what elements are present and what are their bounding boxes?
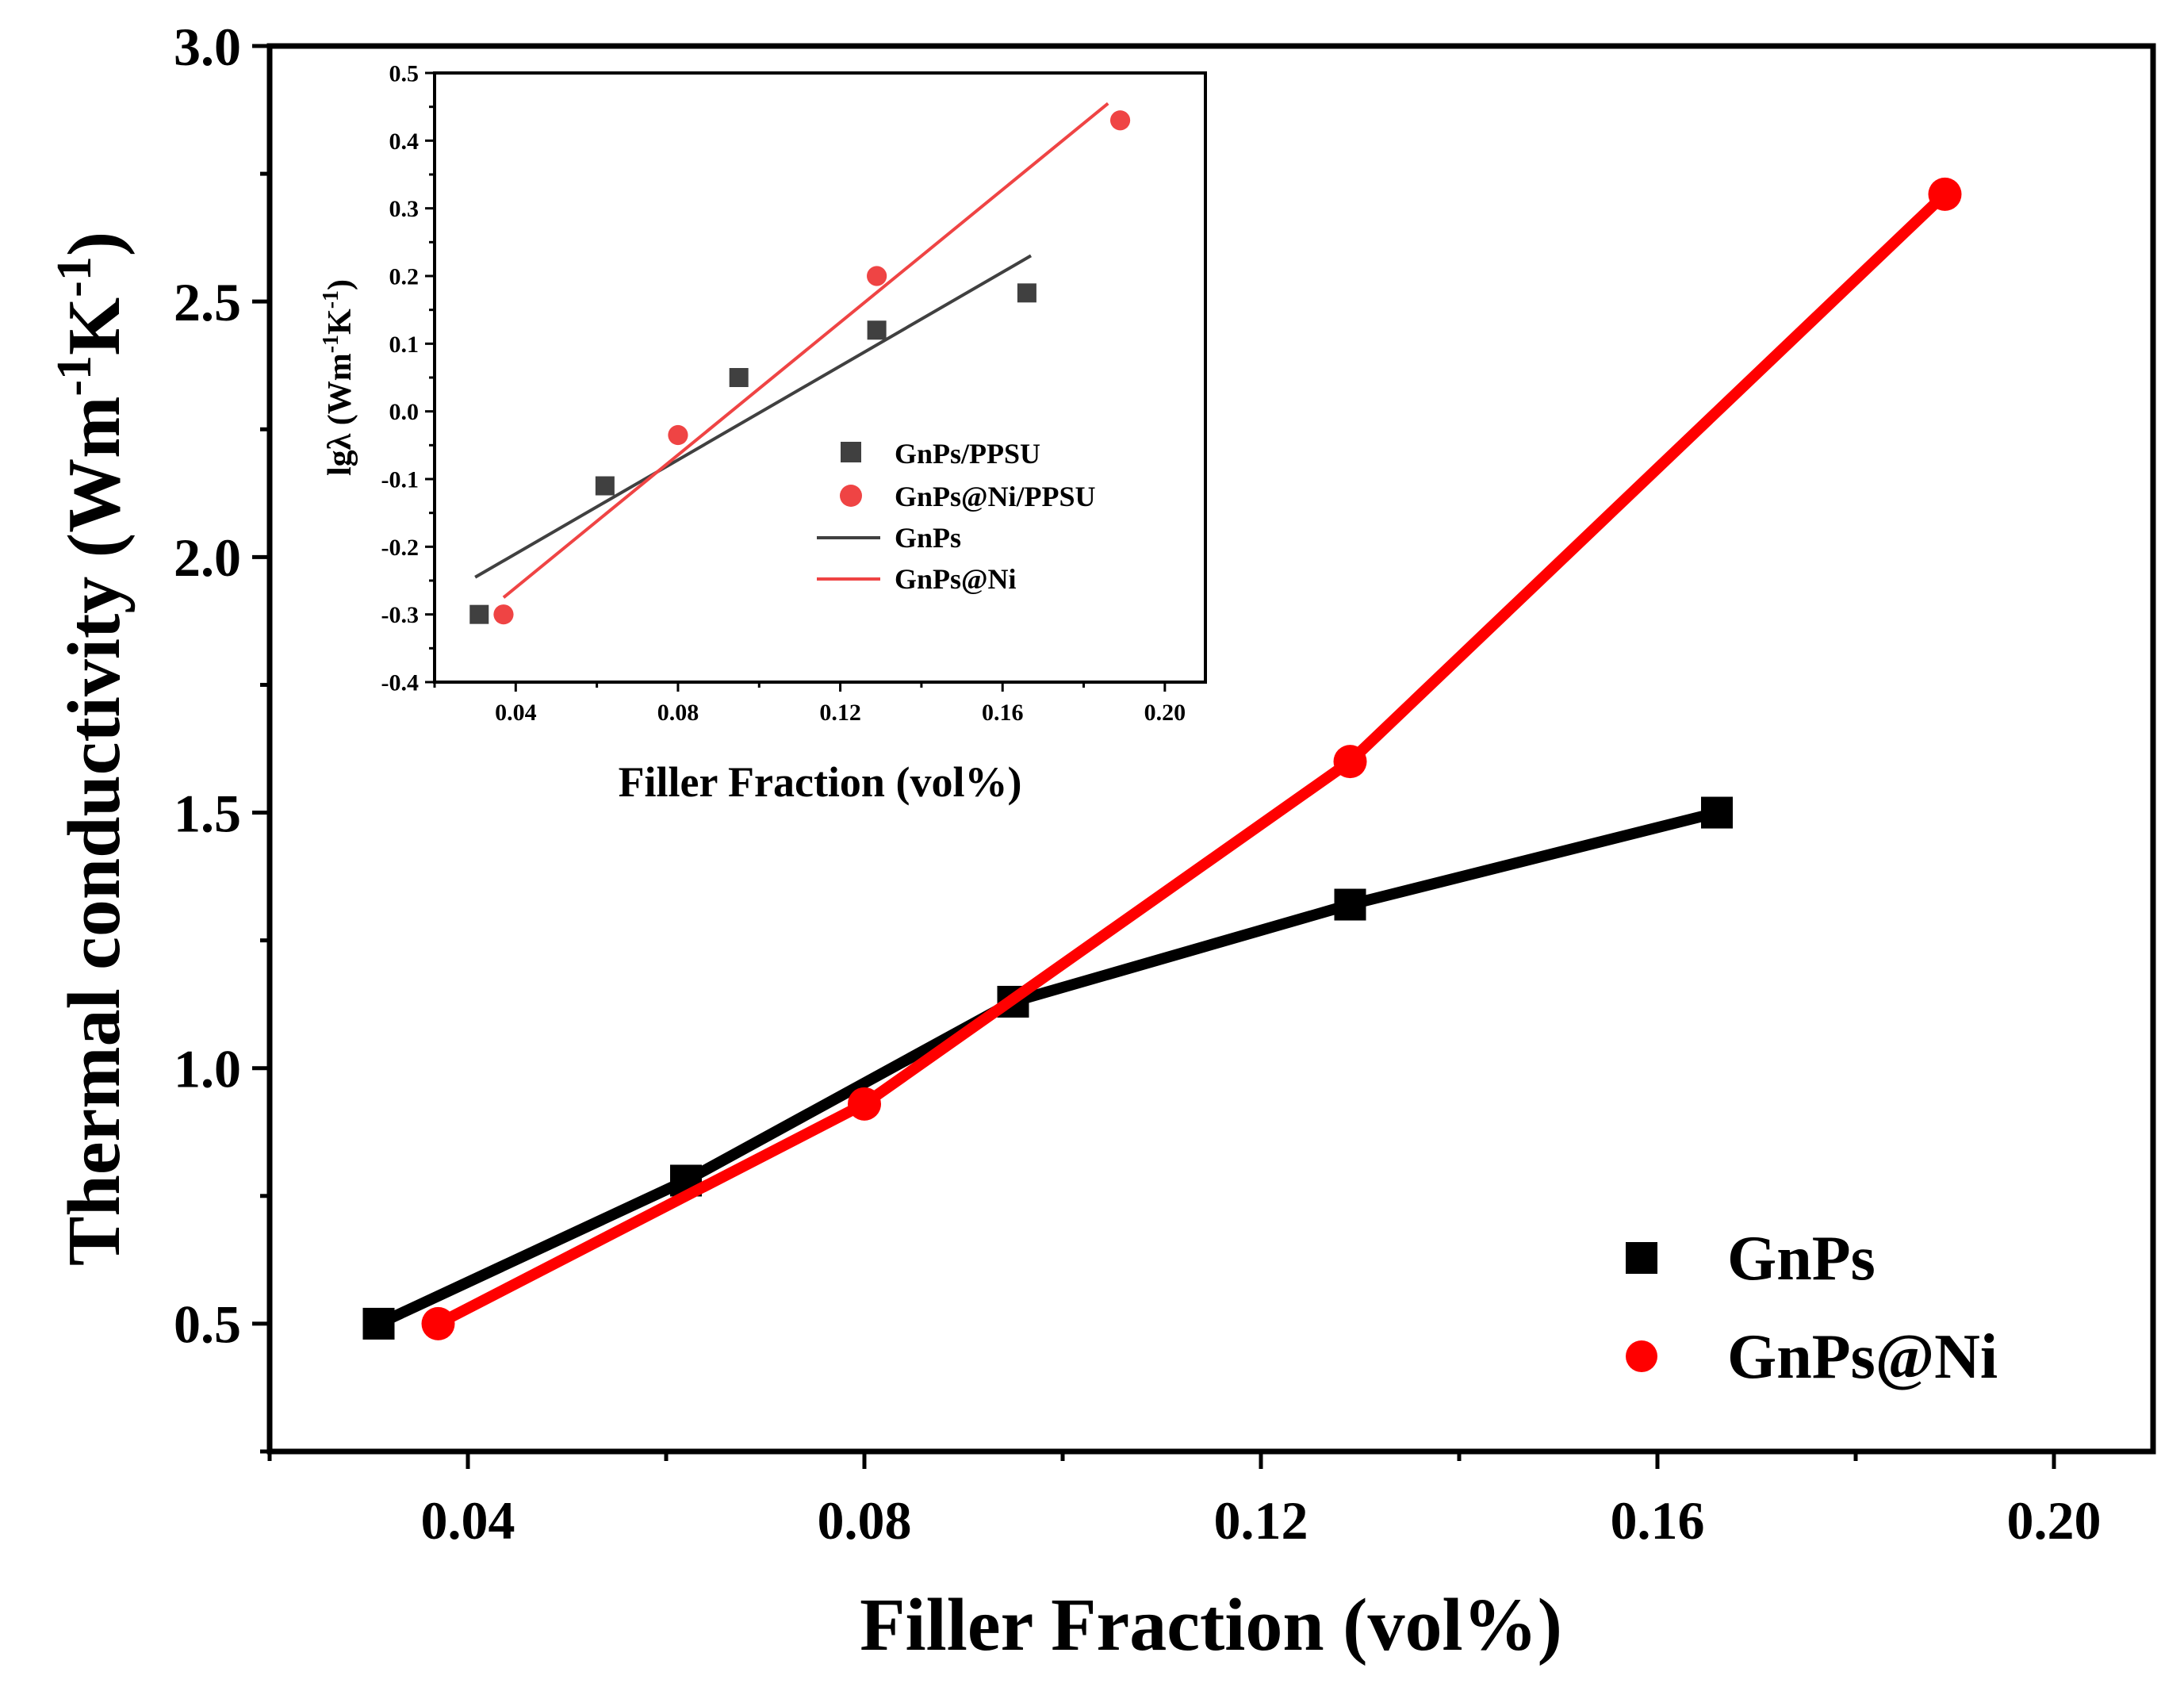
main-plot-frame bbox=[266, 43, 2156, 1455]
main-legend: GnPs GnPs@Ni bbox=[1626, 1224, 1998, 1392]
x-tick-label: 0.12 bbox=[1214, 1490, 1308, 1551]
y-tick-label: 0.5 bbox=[174, 1294, 241, 1355]
x-tick-label: 0.04 bbox=[495, 700, 537, 726]
y-tick-label: 1.5 bbox=[174, 783, 241, 843]
y-tick-label: 0.2 bbox=[389, 264, 420, 290]
y-tick-label: 2.5 bbox=[174, 272, 241, 332]
data-point-gnps-ni bbox=[1333, 745, 1367, 779]
data-point-gnps-ppsu bbox=[595, 476, 615, 496]
data-point-gnps-ppsu bbox=[1017, 283, 1036, 303]
x-tick-label: 0.20 bbox=[1144, 700, 1186, 726]
x-tick-label: 0.12 bbox=[819, 700, 861, 726]
x-tick-label: 0.20 bbox=[2007, 1490, 2102, 1551]
main-plot: 0.04 0.08 0.12 0.16 0.20 0.5 1.0 1.5 2.0 2.5 3.0 F… bbox=[48, 17, 2156, 1666]
data-point-gnps-ni-ppsu bbox=[867, 266, 887, 286]
legend-label-gnps: GnPs bbox=[1727, 1224, 1876, 1294]
data-point-gnps-ni-ppsu bbox=[493, 604, 514, 625]
inset-legend-marker-gnpsni-ppsu bbox=[840, 485, 862, 507]
data-point-gnps-ni bbox=[421, 1306, 455, 1340]
legend-label-gnpsni: GnPs@Ni bbox=[1727, 1322, 1998, 1392]
y-tick-label: 0.1 bbox=[389, 332, 420, 358]
inset-legend-label-gnpsni-fit: GnPs@Ni bbox=[895, 563, 1017, 595]
fit-line-gnps-ni bbox=[502, 102, 1109, 599]
y-tick-label: 0.5 bbox=[389, 61, 420, 87]
data-point-gnps-ni bbox=[1928, 177, 1962, 211]
y-tick-label: 1.0 bbox=[174, 1039, 241, 1099]
y-tick-label: -0.3 bbox=[381, 602, 420, 628]
data-point-gnps bbox=[1701, 796, 1733, 829]
x-tick-label: 0.16 bbox=[982, 700, 1024, 726]
y-tick-label: -0.1 bbox=[381, 467, 420, 493]
inset-y-axis-title: lgλ (Wm-1K-1) bbox=[319, 279, 358, 476]
y-tick-label: 3.0 bbox=[174, 17, 241, 77]
inset-plot: 0.04 0.08 0.12 0.16 0.20 -0.4 -0.3 -0.2 -0.1 0.0 0… bbox=[319, 61, 1207, 806]
y-tick-label: -0.4 bbox=[381, 670, 420, 696]
inset-legend: GnPs/PPSU GnPs@Ni/PPSU GnPs GnPs@Ni bbox=[817, 438, 1096, 595]
x-tick-label: 0.16 bbox=[1611, 1490, 1705, 1551]
data-point-gnps-ppsu bbox=[729, 368, 749, 387]
data-point-gnps-ni bbox=[848, 1087, 881, 1121]
y-tick-label: 0.0 bbox=[389, 399, 420, 425]
data-point-gnps-ni-ppsu bbox=[668, 424, 688, 446]
data-point-gnps-ppsu bbox=[469, 604, 489, 624]
y-tick-label: 0.4 bbox=[389, 128, 420, 155]
inset-legend-marker-gnps-ppsu bbox=[841, 442, 861, 462]
main-y-axis-title: Thermal conductivity (Wm-1K-1) bbox=[48, 232, 136, 1266]
y-tick-label: 2.0 bbox=[174, 527, 241, 588]
inset-legend-label-gnps-fit: GnPs bbox=[895, 522, 961, 554]
inset-legend-label-gnpsni-ppsu: GnPs@Ni/PPSU bbox=[895, 481, 1096, 512]
data-point-gnps-ppsu bbox=[867, 320, 887, 340]
x-tick-label: 0.04 bbox=[421, 1490, 515, 1551]
x-tick-label: 0.08 bbox=[818, 1490, 912, 1551]
series-line-gnps-ni bbox=[435, 190, 1949, 1329]
y-tick-label: 0.3 bbox=[389, 196, 420, 222]
data-point-gnps bbox=[362, 1307, 395, 1340]
legend-marker-gnps bbox=[1626, 1242, 1657, 1274]
fit-line-gnps bbox=[474, 254, 1033, 579]
inset-x-axis-title: Filler Fraction (vol%) bbox=[619, 758, 1022, 806]
y-tick-label: -0.2 bbox=[381, 535, 420, 561]
inset-legend-label-gnps-ppsu: GnPs/PPSU bbox=[895, 438, 1040, 470]
x-tick-label: 0.08 bbox=[657, 700, 699, 726]
main-x-axis-title: Filler Fraction (vol%) bbox=[860, 1584, 1562, 1666]
data-point-gnps bbox=[1334, 888, 1366, 921]
data-point-gnps-ni-ppsu bbox=[1109, 110, 1131, 131]
legend-marker-gnpsni bbox=[1626, 1340, 1657, 1372]
